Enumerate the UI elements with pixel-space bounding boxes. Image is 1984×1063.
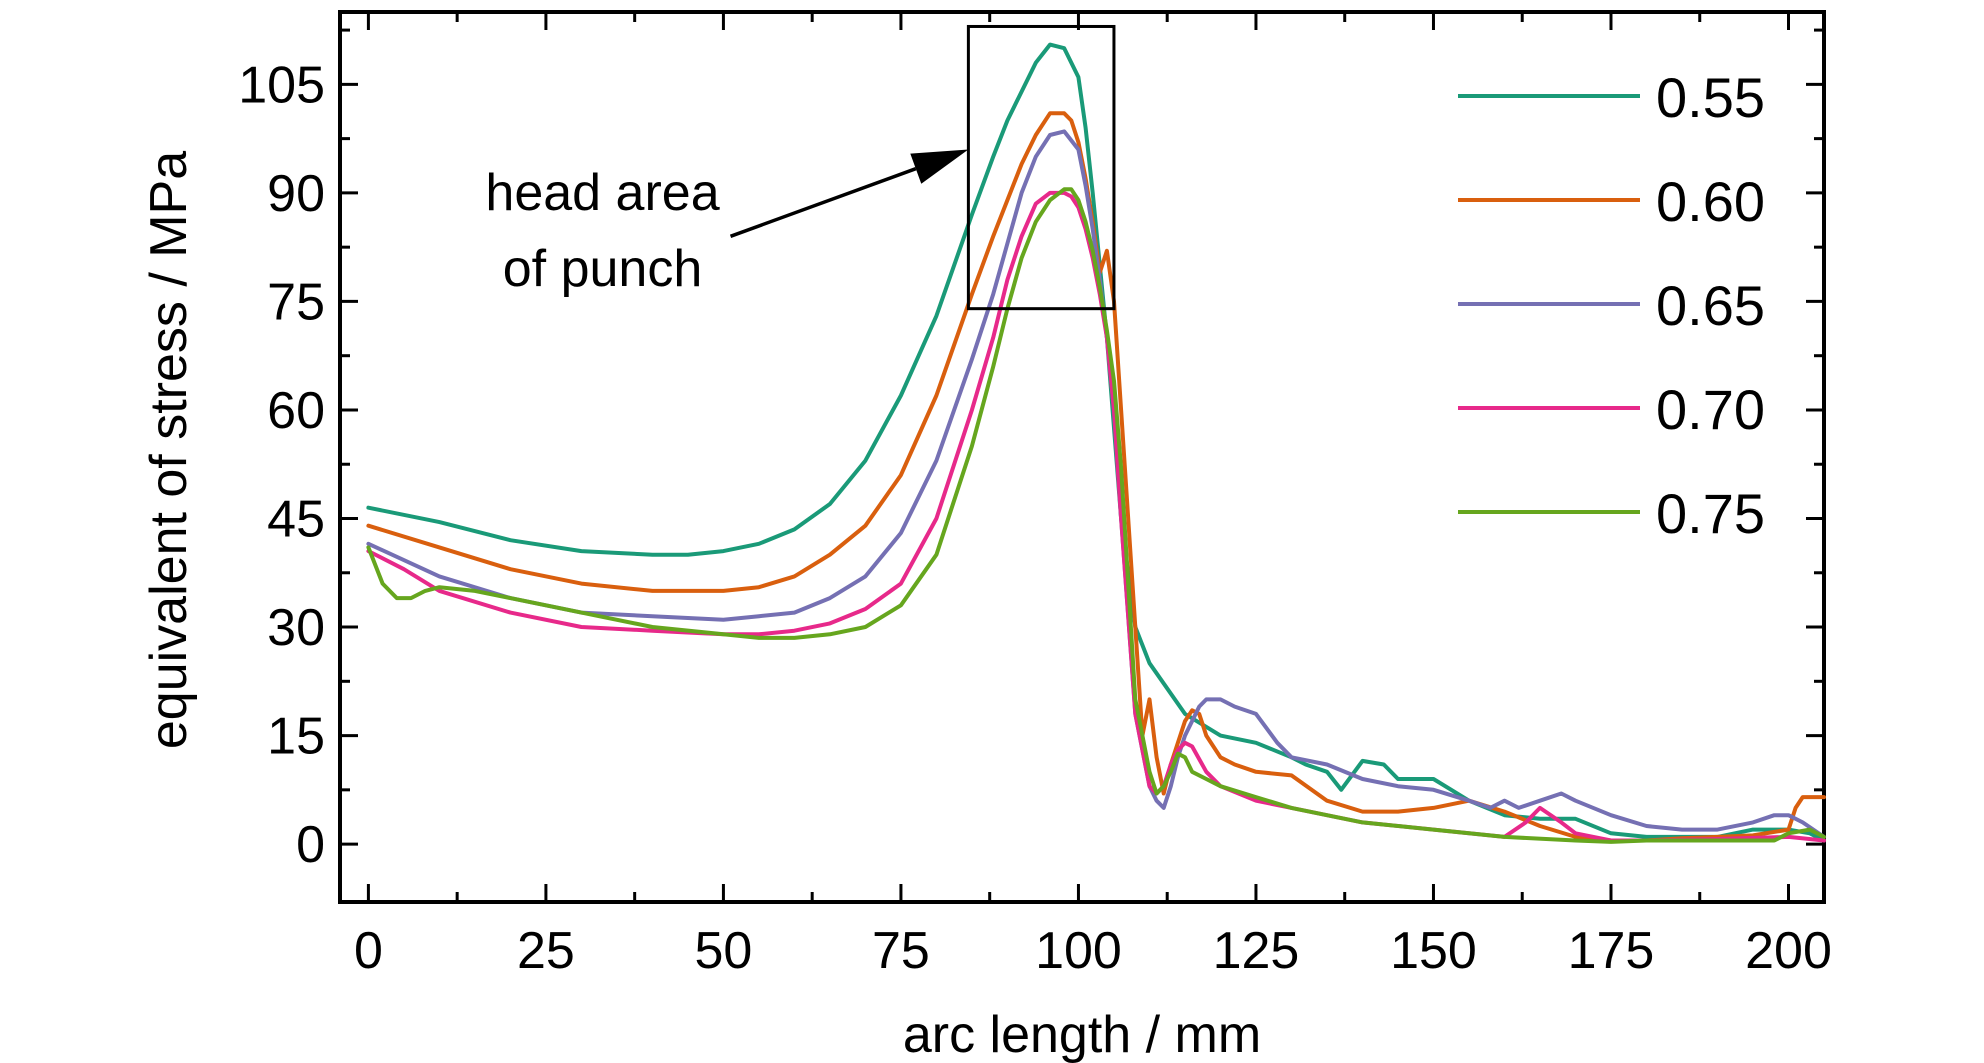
y-tick-label-60: 60 bbox=[267, 382, 325, 440]
x-tick-label-125: 125 bbox=[1213, 922, 1300, 980]
x-tick-label-0: 0 bbox=[354, 922, 383, 980]
x-axis-title: arc length / mm bbox=[903, 1006, 1261, 1063]
y-tick-label-15: 15 bbox=[267, 708, 325, 766]
series-line-0.60 bbox=[366, 111, 1826, 843]
legend-label-0.70: 0.70 bbox=[1656, 378, 1765, 441]
y-axis: 0 15 30 45 60 75 90 105 bbox=[238, 28, 1824, 874]
y-tick-label-90: 90 bbox=[267, 165, 325, 223]
annotation-arrow bbox=[729, 167, 917, 238]
series-line-0.70 bbox=[366, 190, 1826, 843]
annotation-box bbox=[966, 24, 1116, 311]
legend-label-0.55: 0.55 bbox=[1656, 66, 1765, 129]
x-tick-label-25: 25 bbox=[517, 922, 575, 980]
y-tick-label-30: 30 bbox=[267, 599, 325, 657]
legend-label-0.75: 0.75 bbox=[1656, 482, 1765, 545]
series-line-0.65 bbox=[366, 129, 1826, 839]
plot-frame bbox=[338, 10, 1826, 904]
y-tick-label-0: 0 bbox=[296, 816, 325, 874]
annotation-text-line-2: of punch bbox=[503, 240, 703, 298]
x-tick-label-200: 200 bbox=[1745, 922, 1832, 980]
x-tick-label-75: 75 bbox=[872, 922, 930, 980]
y-tick-label-75: 75 bbox=[267, 273, 325, 331]
legend-label-0.60: 0.60 bbox=[1656, 170, 1765, 233]
y-tick-label-45: 45 bbox=[267, 491, 325, 549]
annotation-arrowhead bbox=[910, 149, 969, 184]
series-line-0.75 bbox=[366, 187, 1826, 844]
annotation-text-line-1: head area bbox=[485, 164, 719, 222]
x-tick-label-50: 50 bbox=[695, 922, 753, 980]
x-tick-label-175: 175 bbox=[1568, 922, 1655, 980]
series-layer bbox=[366, 42, 1826, 844]
x-tick-label-100: 100 bbox=[1035, 922, 1122, 980]
annotation: head area of punch bbox=[485, 24, 1116, 311]
x-axis: 0 25 50 75 100 125 150 175 200 bbox=[354, 12, 1832, 980]
legend-label-0.65: 0.65 bbox=[1656, 274, 1765, 337]
legend: 0.55 0.60 0.65 0.70 0.75 bbox=[1458, 66, 1765, 545]
y-tick-label-105: 105 bbox=[238, 56, 325, 114]
y-axis-title: equivalent of stress / MPa bbox=[140, 151, 198, 749]
x-tick-label-150: 150 bbox=[1390, 922, 1477, 980]
